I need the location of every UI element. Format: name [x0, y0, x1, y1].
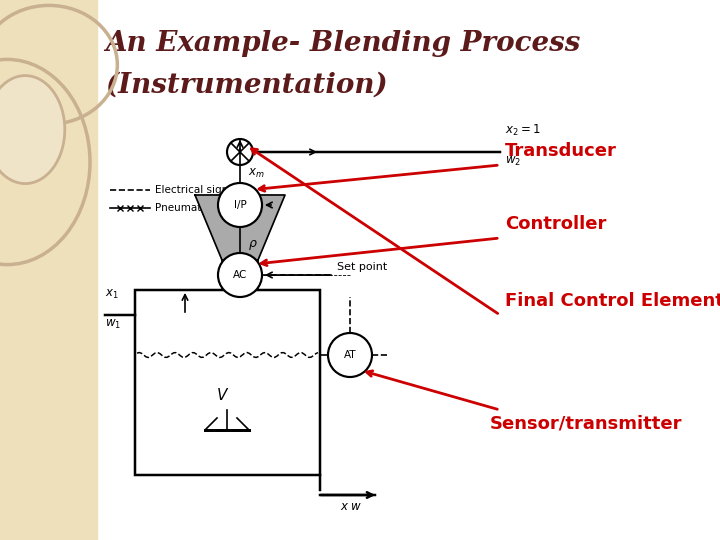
Text: AC: AC: [233, 270, 247, 280]
Text: $w$: $w$: [350, 500, 361, 513]
Text: I/P: I/P: [233, 200, 246, 210]
Text: $x_2=1$: $x_2=1$: [505, 123, 541, 138]
Text: $w_2$: $w_2$: [505, 155, 521, 168]
Text: $\rho$: $\rho$: [248, 238, 258, 252]
Circle shape: [218, 253, 262, 297]
Text: Electrical signal: Electrical signal: [155, 185, 238, 195]
Text: V: V: [217, 388, 228, 402]
Text: $x$: $x$: [340, 500, 349, 513]
Bar: [135, 290, 320, 475]
Polygon shape: [195, 195, 285, 260]
Circle shape: [328, 333, 372, 377]
Text: (Instrumentation): (Instrumentation): [105, 72, 387, 99]
Text: AT: AT: [343, 350, 356, 360]
Text: $w_1$: $w_1$: [105, 318, 121, 331]
Text: $x_m$: $x_m$: [248, 167, 265, 180]
Circle shape: [218, 183, 262, 227]
Text: Set point: Set point: [337, 262, 387, 272]
Text: Controller: Controller: [505, 215, 606, 233]
Text: $x_1$: $x_1$: [105, 288, 119, 301]
Text: Final Control Element: Final Control Element: [505, 292, 720, 310]
Text: Transducer: Transducer: [505, 142, 617, 160]
Text: Pneumatic signal: Pneumatic signal: [155, 203, 245, 213]
Text: An Example- Blending Process: An Example- Blending Process: [105, 30, 580, 57]
Text: Sensor/transmitter: Sensor/transmitter: [490, 415, 683, 433]
